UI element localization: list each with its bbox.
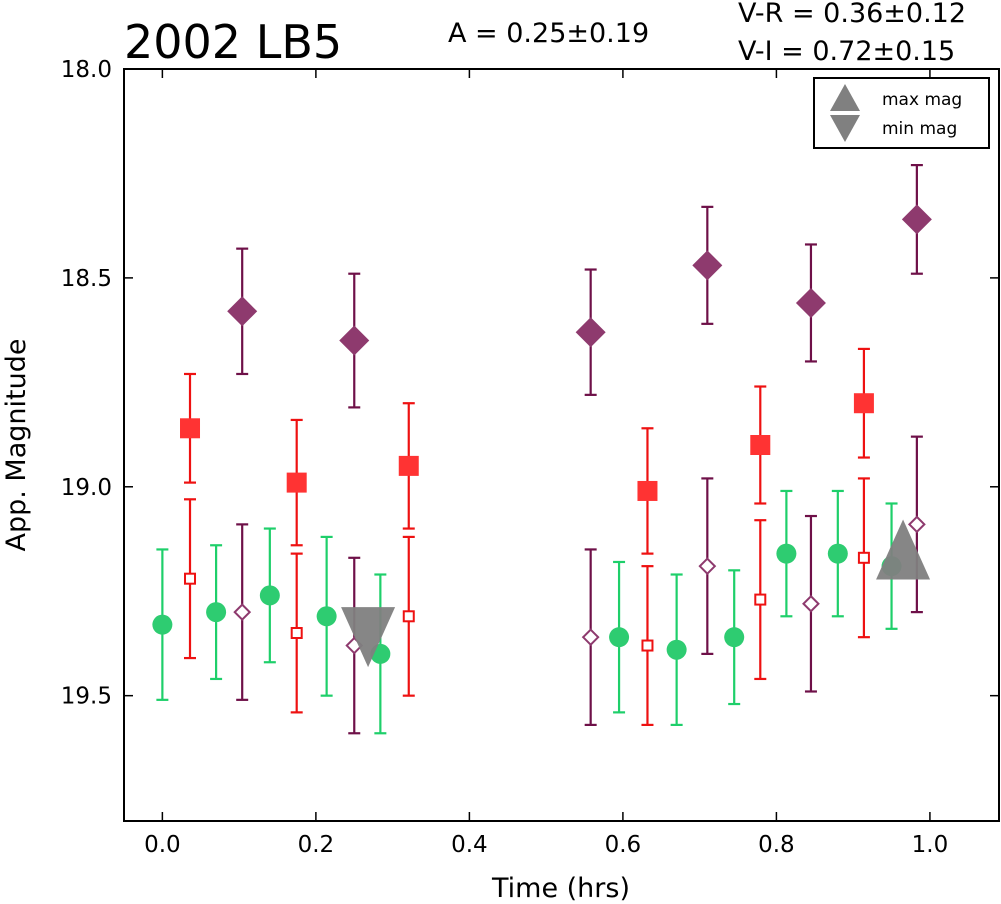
chart-title: 2002 LB5: [124, 15, 342, 69]
legend-max-mag-marker: [830, 84, 860, 111]
data-point-diamond: [692, 250, 723, 281]
y-tick-label: 19.5: [61, 684, 112, 710]
data-point-circle: [666, 639, 687, 660]
axis-ticks: 0.0 0.2 0.4 0.6 0.8 1.0 18.0 18.5 19.0 19.5: [61, 57, 999, 858]
data-point-diamond: [581, 628, 600, 647]
data-point-square: [853, 393, 874, 414]
x-tick-label: 0.0: [144, 832, 181, 858]
legend-max-mag-label: max mag: [882, 90, 962, 110]
data-point-square: [857, 551, 870, 564]
data-point-square: [180, 418, 201, 439]
y-tick-label: 18.0: [61, 57, 112, 83]
y-axis-label: App. Magnitude: [1, 339, 32, 552]
plot-frame: [123, 68, 1000, 822]
data-point-square: [290, 627, 303, 639]
data-point-square: [402, 610, 415, 623]
color-index-vi: V-I = 0.72±0.15: [738, 36, 955, 67]
data-point-square: [754, 593, 767, 606]
x-tick-label: 0.4: [451, 832, 488, 858]
data-point-diamond: [233, 603, 252, 622]
data-point-diamond: [802, 594, 820, 613]
data-point-diamond: [575, 317, 606, 348]
data-point-circle: [827, 543, 848, 564]
legend: max mag min mag: [813, 77, 990, 149]
data-point-circle: [206, 602, 227, 623]
data-point-circle: [259, 585, 280, 606]
data-point-diamond: [907, 515, 926, 534]
data-point-circle: [316, 606, 337, 627]
plot-marks: [152, 163, 932, 735]
amplitude-annotation: A = 0.25±0.19: [448, 18, 649, 49]
color-index-vr: V-R = 0.36±0.12: [738, 0, 966, 29]
data-point-diamond: [227, 296, 258, 327]
x-tick-label: 0.6: [605, 832, 642, 858]
data-point-circle: [776, 543, 797, 564]
data-point-circle: [609, 627, 630, 648]
data-point-diamond: [901, 204, 932, 235]
x-tick-label: 1.0: [912, 832, 949, 858]
data-point-circle: [724, 627, 745, 648]
data-point-square: [286, 472, 307, 493]
data-point-diamond: [339, 325, 370, 356]
min-mag-marker: [341, 607, 396, 668]
legend-min-mag-marker: [830, 115, 860, 142]
x-axis-label: Time (hrs): [491, 873, 630, 904]
x-tick-label: 0.8: [758, 832, 795, 858]
data-point-diamond: [795, 287, 826, 318]
data-point-circle: [152, 614, 173, 635]
max-mag-marker: [876, 519, 931, 580]
data-point-square: [398, 455, 419, 476]
data-point-square: [750, 435, 771, 455]
y-tick-label: 19.0: [61, 475, 112, 501]
data-point-square: [641, 639, 654, 652]
data-point-square: [637, 480, 658, 501]
y-tick-label: 18.5: [61, 266, 112, 292]
x-tick-label: 0.2: [298, 832, 335, 858]
data-point-square: [184, 572, 197, 585]
data-point-diamond: [698, 557, 717, 576]
legend-min-mag-label: min mag: [882, 119, 957, 139]
